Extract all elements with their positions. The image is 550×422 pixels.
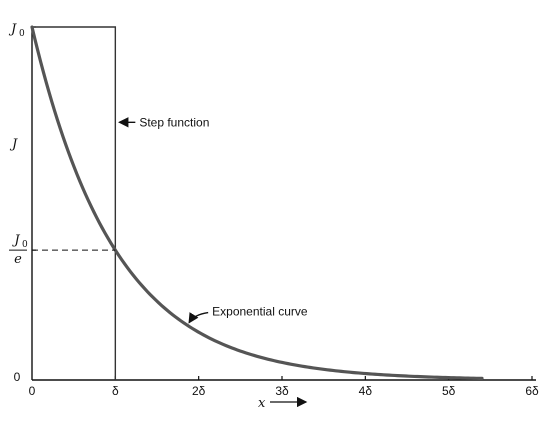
y-tick-fraction-subscript: 0 (22, 240, 28, 250)
x-tick-label: 2δ (192, 384, 206, 398)
exponential-curve-point (52, 104, 54, 106)
exponential-curve-point (447, 376, 450, 379)
x-tick-label: 5δ (442, 384, 456, 398)
y-tick-fraction-numerator: J (11, 233, 20, 248)
x-tick-label: 4δ (359, 384, 373, 398)
exponential-curve-point (481, 377, 483, 380)
x-tick-label: 3δ (275, 384, 289, 398)
exponential-curve-point (31, 26, 33, 28)
exponential-curve-point (281, 361, 283, 364)
annotations: Step function Exponential curve (118, 115, 308, 324)
axis-labels: J x (9, 137, 308, 411)
step-function-line (32, 26, 117, 380)
exponential-curve-line (30, 25, 484, 381)
exponential-curve-point (364, 372, 367, 375)
y-axis-label: J (9, 137, 18, 152)
x-tick-label: δ (112, 384, 119, 398)
exponential-curve-point (322, 368, 325, 371)
y-tick-label-subscript: 0 (19, 29, 25, 39)
exponential-curve-point (156, 300, 158, 303)
exponential-curve-point (72, 165, 75, 167)
x-tick-label: 6δ (525, 384, 539, 398)
exponential-curve-point (197, 331, 200, 334)
exponential-curve-arrow (188, 311, 209, 324)
y-tick-label: 0 (14, 370, 21, 384)
x-ticks: 0 δ 2δ 3δ 4δ 5δ 6δ (29, 376, 539, 398)
x-axis-label: x (258, 396, 266, 411)
x-tick-label: 0 (29, 384, 36, 398)
axes (31, 27, 536, 381)
exponential-curve-point (406, 375, 408, 377)
exponential-curve-annotation: Exponential curve (212, 305, 308, 319)
exponential-curve-point (239, 350, 242, 352)
y-tick-fraction-denominator: e (14, 252, 22, 267)
step-function-annotation: Step function (139, 115, 209, 129)
exponential-curve-point (93, 212, 96, 215)
series (30, 25, 484, 381)
y-tick-label: J (8, 22, 17, 37)
